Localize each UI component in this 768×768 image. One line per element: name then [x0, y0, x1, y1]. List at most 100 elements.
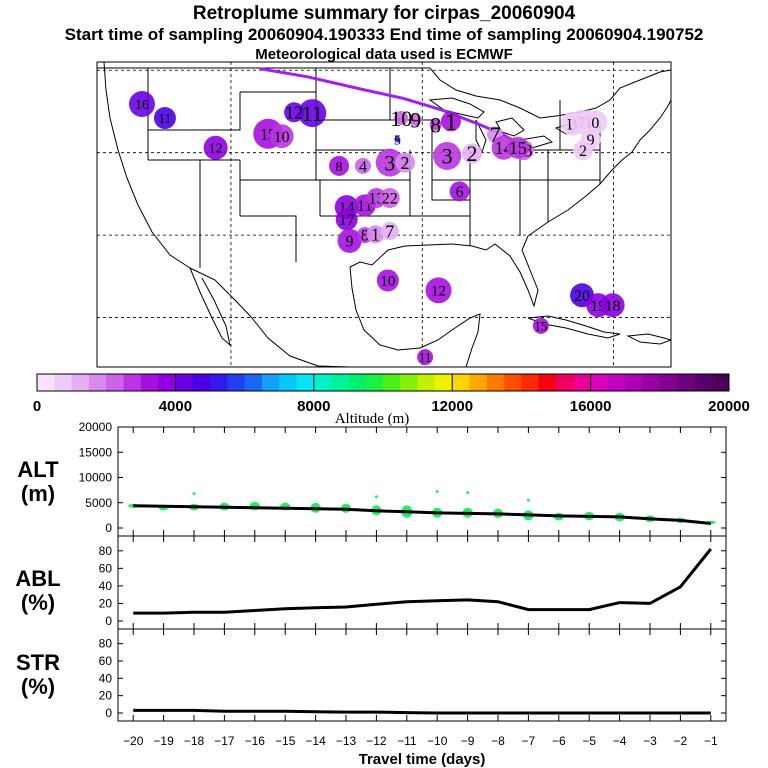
colorbar-cell: [469, 374, 488, 391]
plume-marker: 3: [433, 141, 462, 170]
plume-marker: 11: [417, 349, 434, 366]
plume-day-label: 9: [410, 107, 421, 132]
plume-centroid-circle: [203, 135, 228, 160]
plume-day-label: 6: [456, 184, 464, 201]
colorbar-cell: [296, 374, 315, 391]
colorbar-cell: [694, 374, 713, 391]
x-tick-label: −4: [613, 734, 627, 748]
plume-day-label: 11: [158, 112, 171, 127]
plume-marker: 7: [380, 221, 399, 241]
plume-day-label: 10: [390, 106, 412, 131]
plume-centroid-circle: [395, 152, 416, 173]
alt-median-line: [133, 504, 711, 525]
y-tick-label: 0: [105, 614, 112, 628]
plume-centroid-circle: [337, 228, 362, 253]
x-tick-label: −20: [123, 734, 144, 748]
plume-day-label: 16: [135, 98, 149, 113]
y-tick-label: 80: [99, 544, 113, 558]
plume-marker: 8: [329, 155, 350, 176]
plume-day-label: 8: [430, 112, 441, 137]
abl-panel-label: ABL: [15, 566, 60, 591]
plume-marker: 10: [269, 124, 294, 149]
y-tick-label: 80: [99, 637, 113, 651]
colorbar-cell: [210, 374, 228, 391]
colorbar-cell: [711, 374, 730, 391]
plume-day-label: 7: [385, 221, 394, 241]
str-fraction-line: [133, 708, 711, 715]
plume-marker: 17: [335, 208, 358, 231]
plume-centroid-circle: [433, 141, 462, 170]
colorbar-tick-label: 8000: [297, 398, 330, 415]
mexico-coast: [189, 267, 351, 367]
colorbar-label: Altitude (m): [335, 411, 410, 427]
east-coast: [527, 99, 671, 237]
plume-centroid-circle: [380, 221, 399, 240]
page-title: Retroplume summary for cirpas_20060904: [192, 3, 576, 24]
y-tick-label: 60: [99, 654, 113, 668]
plume-day-label: 12: [285, 103, 303, 123]
alt-outlier-point: [526, 498, 530, 502]
colorbar-cell: [261, 374, 280, 391]
plume-marker: 12: [425, 277, 452, 304]
x-tick-label: −9: [461, 734, 475, 748]
colorbar-cell: [383, 374, 401, 391]
plume-marker: 15: [506, 136, 529, 159]
plume-day-label: 22: [382, 191, 398, 208]
alt-outlier-point: [435, 490, 439, 494]
colorbar-cell: [331, 374, 349, 391]
plume-day-label: 1: [445, 110, 457, 136]
mexico-gulf-coast: [349, 266, 481, 367]
x-tick-label: −13: [336, 734, 357, 748]
x-tick-label: −16: [245, 734, 266, 748]
plume-day-label: 4: [359, 158, 367, 175]
colorbar-cell: [400, 374, 419, 391]
colorbar-cell: [158, 374, 176, 391]
x-tick-label: −12: [366, 734, 387, 748]
x-tick-label: −14: [305, 734, 326, 748]
plume-centroid-circle: [329, 155, 350, 176]
colorbar-frame: [36, 373, 730, 392]
plume-marker: 11: [153, 107, 176, 130]
colorbar-tick-label: 12000: [431, 398, 473, 415]
plume-marker: 10: [376, 269, 399, 292]
plume-marker: 10: [390, 106, 412, 131]
colorbar-cell: [659, 374, 678, 391]
plume-marker: 0: [583, 110, 608, 135]
x-axis-label: Travel time (days): [359, 751, 486, 768]
plume-marker: 3: [375, 148, 404, 177]
gulf-coast: [349, 235, 539, 308]
colorbar-cell: [521, 374, 540, 391]
plume-marker: 9: [409, 107, 422, 132]
plume-centroid-circle: [298, 99, 327, 128]
x-tick-label: −8: [491, 734, 505, 748]
alt-outlier-point: [192, 492, 196, 496]
retroplume-map: 123456789101112131415B710921611121510843…: [96, 61, 672, 368]
colorbar-cell: [434, 374, 453, 391]
abl-fraction-line: [133, 548, 712, 615]
plume-centroid-circle: [375, 148, 404, 177]
y-tick-label: 20: [99, 689, 113, 703]
colorbar-cell: [556, 374, 574, 391]
x-tick-label: −7: [522, 734, 536, 748]
plume-centroids: 123456789101112131415B710921611121510843…: [128, 91, 625, 366]
plume-marker: 16: [128, 91, 155, 118]
colorbar-tick-label: 0: [33, 398, 41, 415]
plume-centroid-circle: [440, 111, 461, 132]
plume-marker: 9: [337, 228, 362, 253]
colorbar-cell: [573, 374, 592, 391]
colorbar-cell: [279, 374, 297, 391]
plume-day-label: 3: [384, 150, 395, 175]
plume-centroid-circle: [600, 293, 625, 318]
plume-centroid-circle: [128, 91, 155, 118]
plume-centroid-circle: [376, 269, 399, 292]
plume-day-label: 0: [591, 115, 599, 132]
x-tick-label: −1: [704, 734, 718, 748]
colorbar-cell: [486, 374, 505, 391]
plume-day-label: 15: [534, 318, 547, 333]
plume-centroid-circle: [409, 113, 422, 126]
alt-outlier-point: [374, 495, 378, 499]
plume-centroid-circle: [269, 124, 294, 149]
y-tick-label: 40: [99, 671, 113, 685]
plume-centroid-circle: [462, 143, 483, 164]
